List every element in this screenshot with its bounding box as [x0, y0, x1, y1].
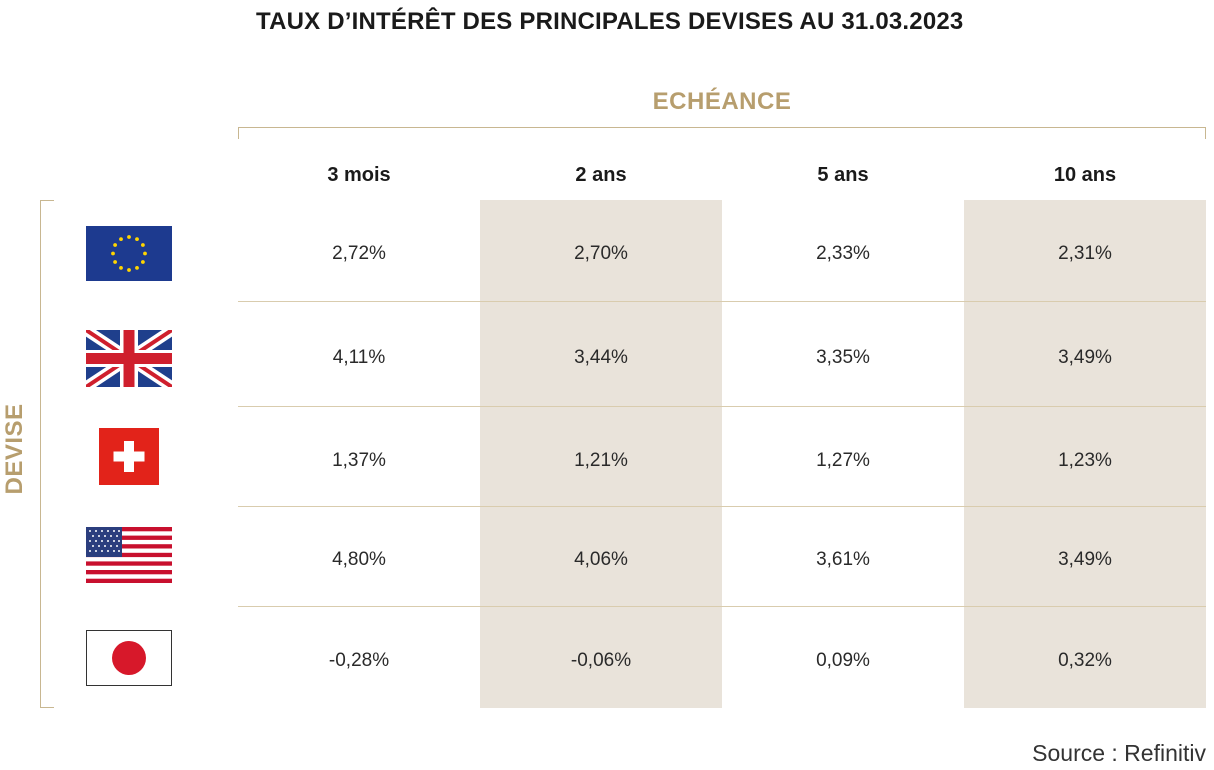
column-header: 10 ans — [1053, 164, 1117, 186]
table-cell: 4,06% — [574, 549, 628, 570]
row-divider — [238, 406, 1206, 407]
table-cell: 2,70% — [574, 243, 628, 264]
echeance-header: ECHÉANCE — [652, 88, 792, 115]
echeance-bracket — [238, 127, 1206, 139]
table-cell: 3,61% — [816, 549, 870, 570]
table-cell: 4,11% — [332, 347, 386, 368]
usa-flag-icon — [86, 527, 172, 583]
table-cell: 0,09% — [816, 650, 870, 671]
table-cell: 3,49% — [1058, 549, 1112, 570]
japan-flag-icon — [86, 630, 172, 686]
table-cell: 2,33% — [816, 243, 870, 264]
row-divider — [238, 301, 1206, 302]
table-cell: -0,06% — [570, 650, 632, 671]
source-note: Source : Refinitiv — [1032, 740, 1206, 766]
column-header: 2 ans — [575, 164, 627, 186]
table-cell: 1,27% — [816, 450, 870, 471]
table-cell: 2,72% — [332, 243, 386, 264]
table-cell: 3,49% — [1058, 347, 1112, 368]
shaded-column-10ans — [964, 200, 1206, 708]
table-cell: 1,23% — [1058, 450, 1112, 471]
table-cell: 4,80% — [332, 549, 386, 570]
uk-flag-icon — [86, 330, 172, 387]
table-cell: 1,21% — [574, 450, 628, 471]
eu-flag-icon — [86, 226, 172, 281]
row-divider — [238, 506, 1206, 507]
table-cell: 3,44% — [574, 347, 628, 368]
shaded-column-2ans — [480, 200, 722, 708]
switzerland-flag-icon — [99, 428, 159, 485]
devise-bracket — [40, 200, 54, 708]
table-cell: 1,37% — [332, 450, 386, 471]
column-header: 3 mois — [327, 164, 391, 186]
table-cell: -0,28% — [328, 650, 390, 671]
table-cell: 3,35% — [816, 347, 870, 368]
table-cell: 0,32% — [1058, 650, 1112, 671]
devise-header: DEVISE — [1, 403, 28, 495]
column-header: 5 ans — [817, 164, 869, 186]
table-cell: 2,31% — [1058, 243, 1112, 264]
row-divider — [238, 606, 1206, 607]
